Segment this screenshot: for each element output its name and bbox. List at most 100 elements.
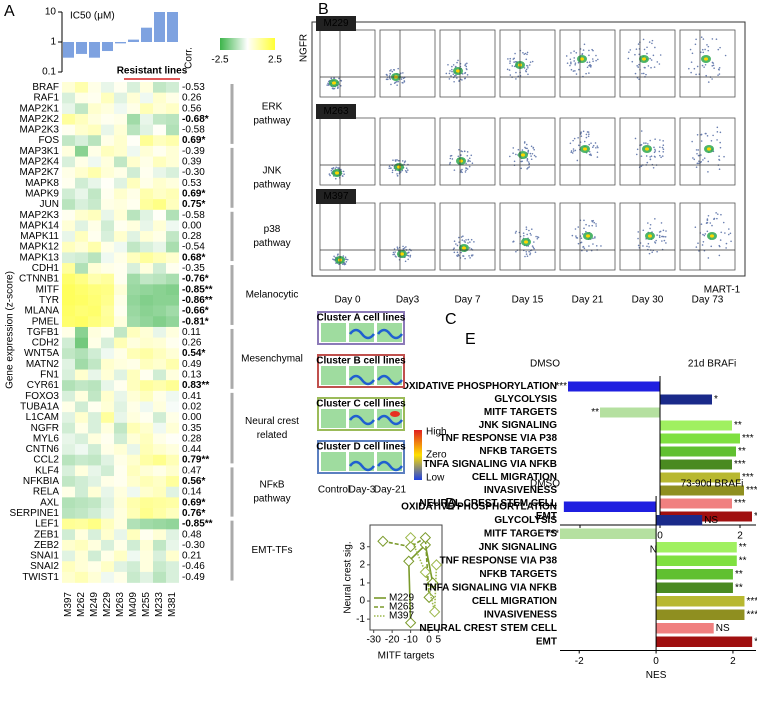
legend-label: Low [426,473,445,484]
bar [656,636,753,647]
flow-dot [691,140,693,143]
heat-cell [127,358,140,370]
bar [141,27,152,42]
heat-cell [75,497,88,509]
significance: ** [735,569,743,580]
flow-dot [394,255,397,257]
flow-plot [379,29,436,98]
flow-dot [696,162,699,165]
correlation: -0.58 [182,210,205,221]
bar [102,42,113,52]
bar [560,528,657,539]
bar [563,501,657,512]
heat-cell [127,486,140,498]
heat-cell [166,539,179,551]
flow-dot [388,165,391,168]
heat-cell [127,508,140,519]
correlation: 0.69* [182,188,205,199]
column-label: M229 [102,592,113,617]
heat-cell [140,316,153,328]
flow-dot [455,243,457,245]
flow-dot [704,63,707,66]
heat-cell [140,124,153,136]
flow-dot [531,152,534,155]
heat-cell [62,369,75,381]
heat-cell [140,188,153,200]
flow-dot [393,69,396,71]
heat-cell [127,284,140,296]
heat-cell [127,497,140,509]
flow-dot [595,225,597,227]
group-label: ERK [262,102,283,113]
heat-cell [101,177,114,189]
flow-dot [527,73,529,76]
heat-cell [127,241,140,253]
flow-dot [394,251,396,253]
flow-dot [583,219,585,222]
flow-dot [461,73,464,75]
heat-cell [140,497,153,509]
heat-cell [153,401,166,413]
heat-cell [153,145,166,157]
bar [660,511,752,522]
gene-label: KLF4 [35,465,59,476]
flow-dot [695,73,697,76]
heat-cell [140,561,153,573]
significance: *** [746,596,757,607]
flow-dot [582,49,585,51]
flow-dot [647,222,649,224]
flow-dot [652,166,655,169]
heat-cell [140,199,153,211]
heat-cell [62,252,75,264]
heat-cell [114,326,127,338]
group-label: pathway [253,238,290,249]
flow-dot [590,64,592,67]
flow-dot [458,236,460,239]
flow-dot [529,61,532,63]
bar [660,433,740,444]
heat-cell [75,316,88,328]
heat-cell [75,561,88,573]
heat-cell [166,135,179,147]
flow-dot [695,149,698,151]
heat-cell [88,124,101,136]
flow-dot [528,162,531,165]
flow-dot [656,234,658,236]
density-peak [397,165,401,169]
flow-dot [509,57,512,60]
heat-cell [114,380,127,392]
flow-dot [512,152,514,154]
legend-label: Zero [426,450,447,461]
bar [154,12,165,42]
flow-dot [729,232,732,235]
bar [89,42,100,58]
category-label: INVASIVENESS [484,609,557,620]
correlation: -0.66* [182,306,209,317]
significance: *** [547,528,559,539]
flow-dot [513,57,515,60]
heat-cell [75,124,88,136]
flow-dot [513,160,516,163]
flow-dot [397,159,400,162]
flow-dot [586,61,589,64]
heat-cell [101,358,114,370]
flow-dot [570,62,572,65]
flow-dot [716,139,718,141]
heat-cell [153,220,166,232]
heat-cell [127,273,140,285]
heat-cell [88,561,101,573]
heat-cell [166,433,179,445]
heat-cell [62,465,75,477]
heat-cell [153,486,166,498]
density-peak [332,81,336,85]
heat-cell [88,518,101,530]
flow-dot [457,59,459,62]
correlation: 0.35 [182,423,202,434]
flow-dot [585,223,587,226]
correlation: 0.69* [182,135,205,146]
y-axis-title: Gene expression (z-score) [5,271,16,389]
flow-dot [648,252,651,255]
flow-dot [449,161,452,164]
heat-cell [101,476,114,487]
flow-dot [586,250,588,252]
